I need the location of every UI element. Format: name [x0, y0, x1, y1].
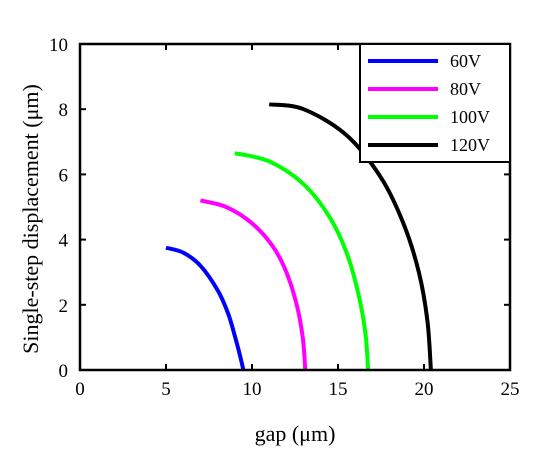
x-axis-title: gap (μm)	[255, 421, 336, 446]
series-line-80V	[199, 198, 308, 371]
legend-label-60V: 60V	[450, 51, 481, 71]
legend-label-80V: 80V	[450, 79, 481, 99]
x-tick-label: 0	[75, 379, 85, 400]
x-tick-label: 5	[161, 379, 171, 400]
y-tick-label: 8	[59, 100, 69, 121]
y-tick-label: 4	[59, 231, 69, 252]
x-tick-label: 25	[501, 379, 520, 400]
series-layer	[165, 102, 433, 371]
axes-frame	[78, 42, 512, 372]
x-tick-label: 20	[415, 379, 434, 400]
series-line-100V	[234, 151, 371, 371]
y-tick-label: 10	[49, 35, 68, 56]
series-line-120V	[268, 102, 433, 371]
series-line-60V	[165, 245, 246, 371]
y-tick-label: 0	[59, 361, 69, 382]
y-tick-label: 2	[59, 296, 69, 317]
x-tick-label: 10	[243, 379, 262, 400]
legend-box	[359, 43, 511, 163]
y-axis-title: Single-step displacement (μm)	[18, 84, 43, 354]
y-tick-label: 6	[59, 165, 69, 186]
legend-label-120V: 120V	[450, 135, 490, 155]
legend-label-100V: 100V	[450, 107, 490, 127]
x-tick-label: 15	[329, 379, 348, 400]
legend: 60V 80V 100V 120V	[359, 43, 511, 163]
